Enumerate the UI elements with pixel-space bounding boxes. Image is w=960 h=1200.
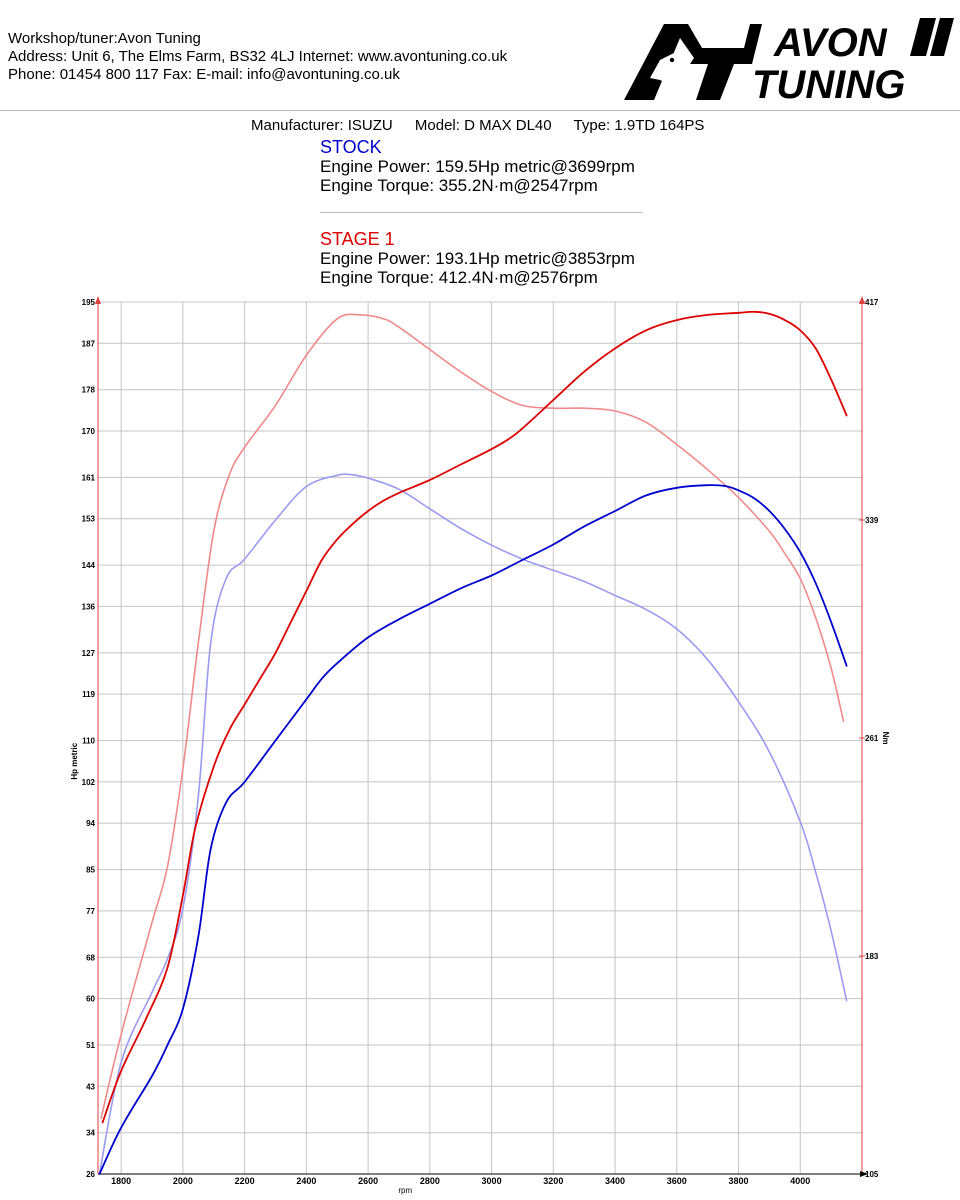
x-tick-label: 4000 (790, 1176, 810, 1186)
y-tick-label: 77 (86, 907, 95, 916)
workshop-address: Address: Unit 6, The Elms Farm, BS32 4LJ… (8, 48, 508, 65)
y-tick-label: 51 (86, 1041, 95, 1050)
logo-dragon-head (650, 52, 688, 84)
workshop-name: Workshop/tuner:Avon Tuning (8, 30, 201, 47)
stage1-power: Engine Power: 193.1Hp metric@3853rpm (320, 249, 635, 268)
x-tick-label: 1800 (111, 1176, 131, 1186)
stock-power: Engine Power: 159.5Hp metric@3699rpm (320, 157, 635, 176)
x-tick-label: 3200 (543, 1176, 563, 1186)
y2-axis-title: Nm (881, 732, 890, 745)
y-tick-label: 170 (82, 427, 96, 436)
x-tick-label: 3400 (605, 1176, 625, 1186)
y-tick-label: 187 (82, 339, 96, 348)
y-tick-label: 127 (82, 649, 96, 658)
y-tick-label: 110 (82, 737, 95, 746)
y-tick-label: 85 (86, 866, 95, 875)
right-axis-arrow (859, 296, 865, 304)
x-tick-label: 3000 (482, 1176, 502, 1186)
logo-text-tuning: TUNING (752, 63, 905, 102)
stock-summary: STOCK Engine Power: 159.5Hp metric@3699r… (320, 137, 635, 196)
logo-bar-2 (930, 18, 954, 56)
x-tick-label: 2200 (235, 1176, 255, 1186)
avon-tuning-logo: AVON TUNING (624, 18, 954, 102)
y-tick-label: 195 (82, 298, 96, 307)
vehicle-type: Type: 1.9TD 164PS (573, 117, 705, 134)
y-tick-label: 60 (86, 995, 95, 1004)
x-axis-title: rpm (398, 1186, 412, 1195)
y-tick-label: 161 (82, 473, 96, 482)
x-axis-arrow (860, 1171, 868, 1177)
stock-torque: Engine Torque: 355.2N·m@2547rpm (320, 176, 598, 195)
x-tick-label: 2600 (358, 1176, 378, 1186)
x-tick-label: 2400 (296, 1176, 316, 1186)
plot-area (98, 302, 862, 1174)
y-tick-label: 26 (86, 1170, 95, 1179)
vehicle-info: Manufacturer: ISUZU Model: D MAX DL40 Ty… (251, 117, 704, 134)
workshop-info: Workshop/tuner:Avon Tuning Address: Unit… (8, 30, 507, 84)
y2-tick-label: 339 (865, 516, 879, 525)
y2-tick-label: 417 (865, 298, 879, 307)
x-tick-label: 3600 (667, 1176, 687, 1186)
vehicle-model: Model: D MAX DL40 (414, 117, 552, 134)
logo-bar-1 (910, 18, 936, 56)
left-axis-arrow (95, 296, 101, 304)
y-tick-label: 43 (86, 1082, 95, 1091)
x-tick-label: 2000 (173, 1176, 193, 1186)
x-tick-label: 2800 (420, 1176, 440, 1186)
summary-divider (320, 212, 643, 213)
y-tick-label: 119 (82, 690, 95, 699)
y-tick-label: 34 (86, 1129, 95, 1138)
stage-1-power-curve (101, 310, 848, 1124)
y-tick-label: 178 (82, 386, 96, 395)
workshop-contact: Phone: 01454 800 117 Fax: E-mail: info@a… (8, 66, 400, 83)
stock-power-curve (98, 484, 848, 1175)
dyno-chart: 1800 2000 2200 2400 2600 2800 3000 3200 3400 3600… (70, 296, 890, 1195)
stage-1-torque-curve (100, 313, 845, 1119)
y-tick-label: 136 (82, 602, 96, 611)
header-divider (0, 110, 960, 111)
vehicle-manufacturer: Manufacturer: ISUZU (251, 117, 393, 134)
stock-title: STOCK (320, 137, 382, 157)
logo-text-avon: AVON (773, 21, 888, 65)
y2-tick-label: 261 (865, 734, 879, 743)
x-tick-label: 3800 (729, 1176, 749, 1186)
y2-tick-label: 183 (865, 952, 879, 961)
y-axis-title: Hp metric (70, 742, 79, 779)
y-tick-label: 102 (82, 778, 96, 787)
y2-tick-label: 105 (865, 1170, 879, 1179)
logo-a-emblem (624, 24, 762, 100)
stage1-title: STAGE 1 (320, 229, 395, 249)
y-tick-label: 153 (82, 515, 96, 524)
y-tick-label: 68 (86, 953, 95, 962)
y-tick-label: 94 (86, 819, 95, 828)
stage1-torque: Engine Torque: 412.4N·m@2576rpm (320, 268, 598, 287)
y-tick-label: 144 (82, 561, 96, 570)
stage1-summary: STAGE 1 Engine Power: 193.1Hp metric@385… (320, 229, 635, 288)
